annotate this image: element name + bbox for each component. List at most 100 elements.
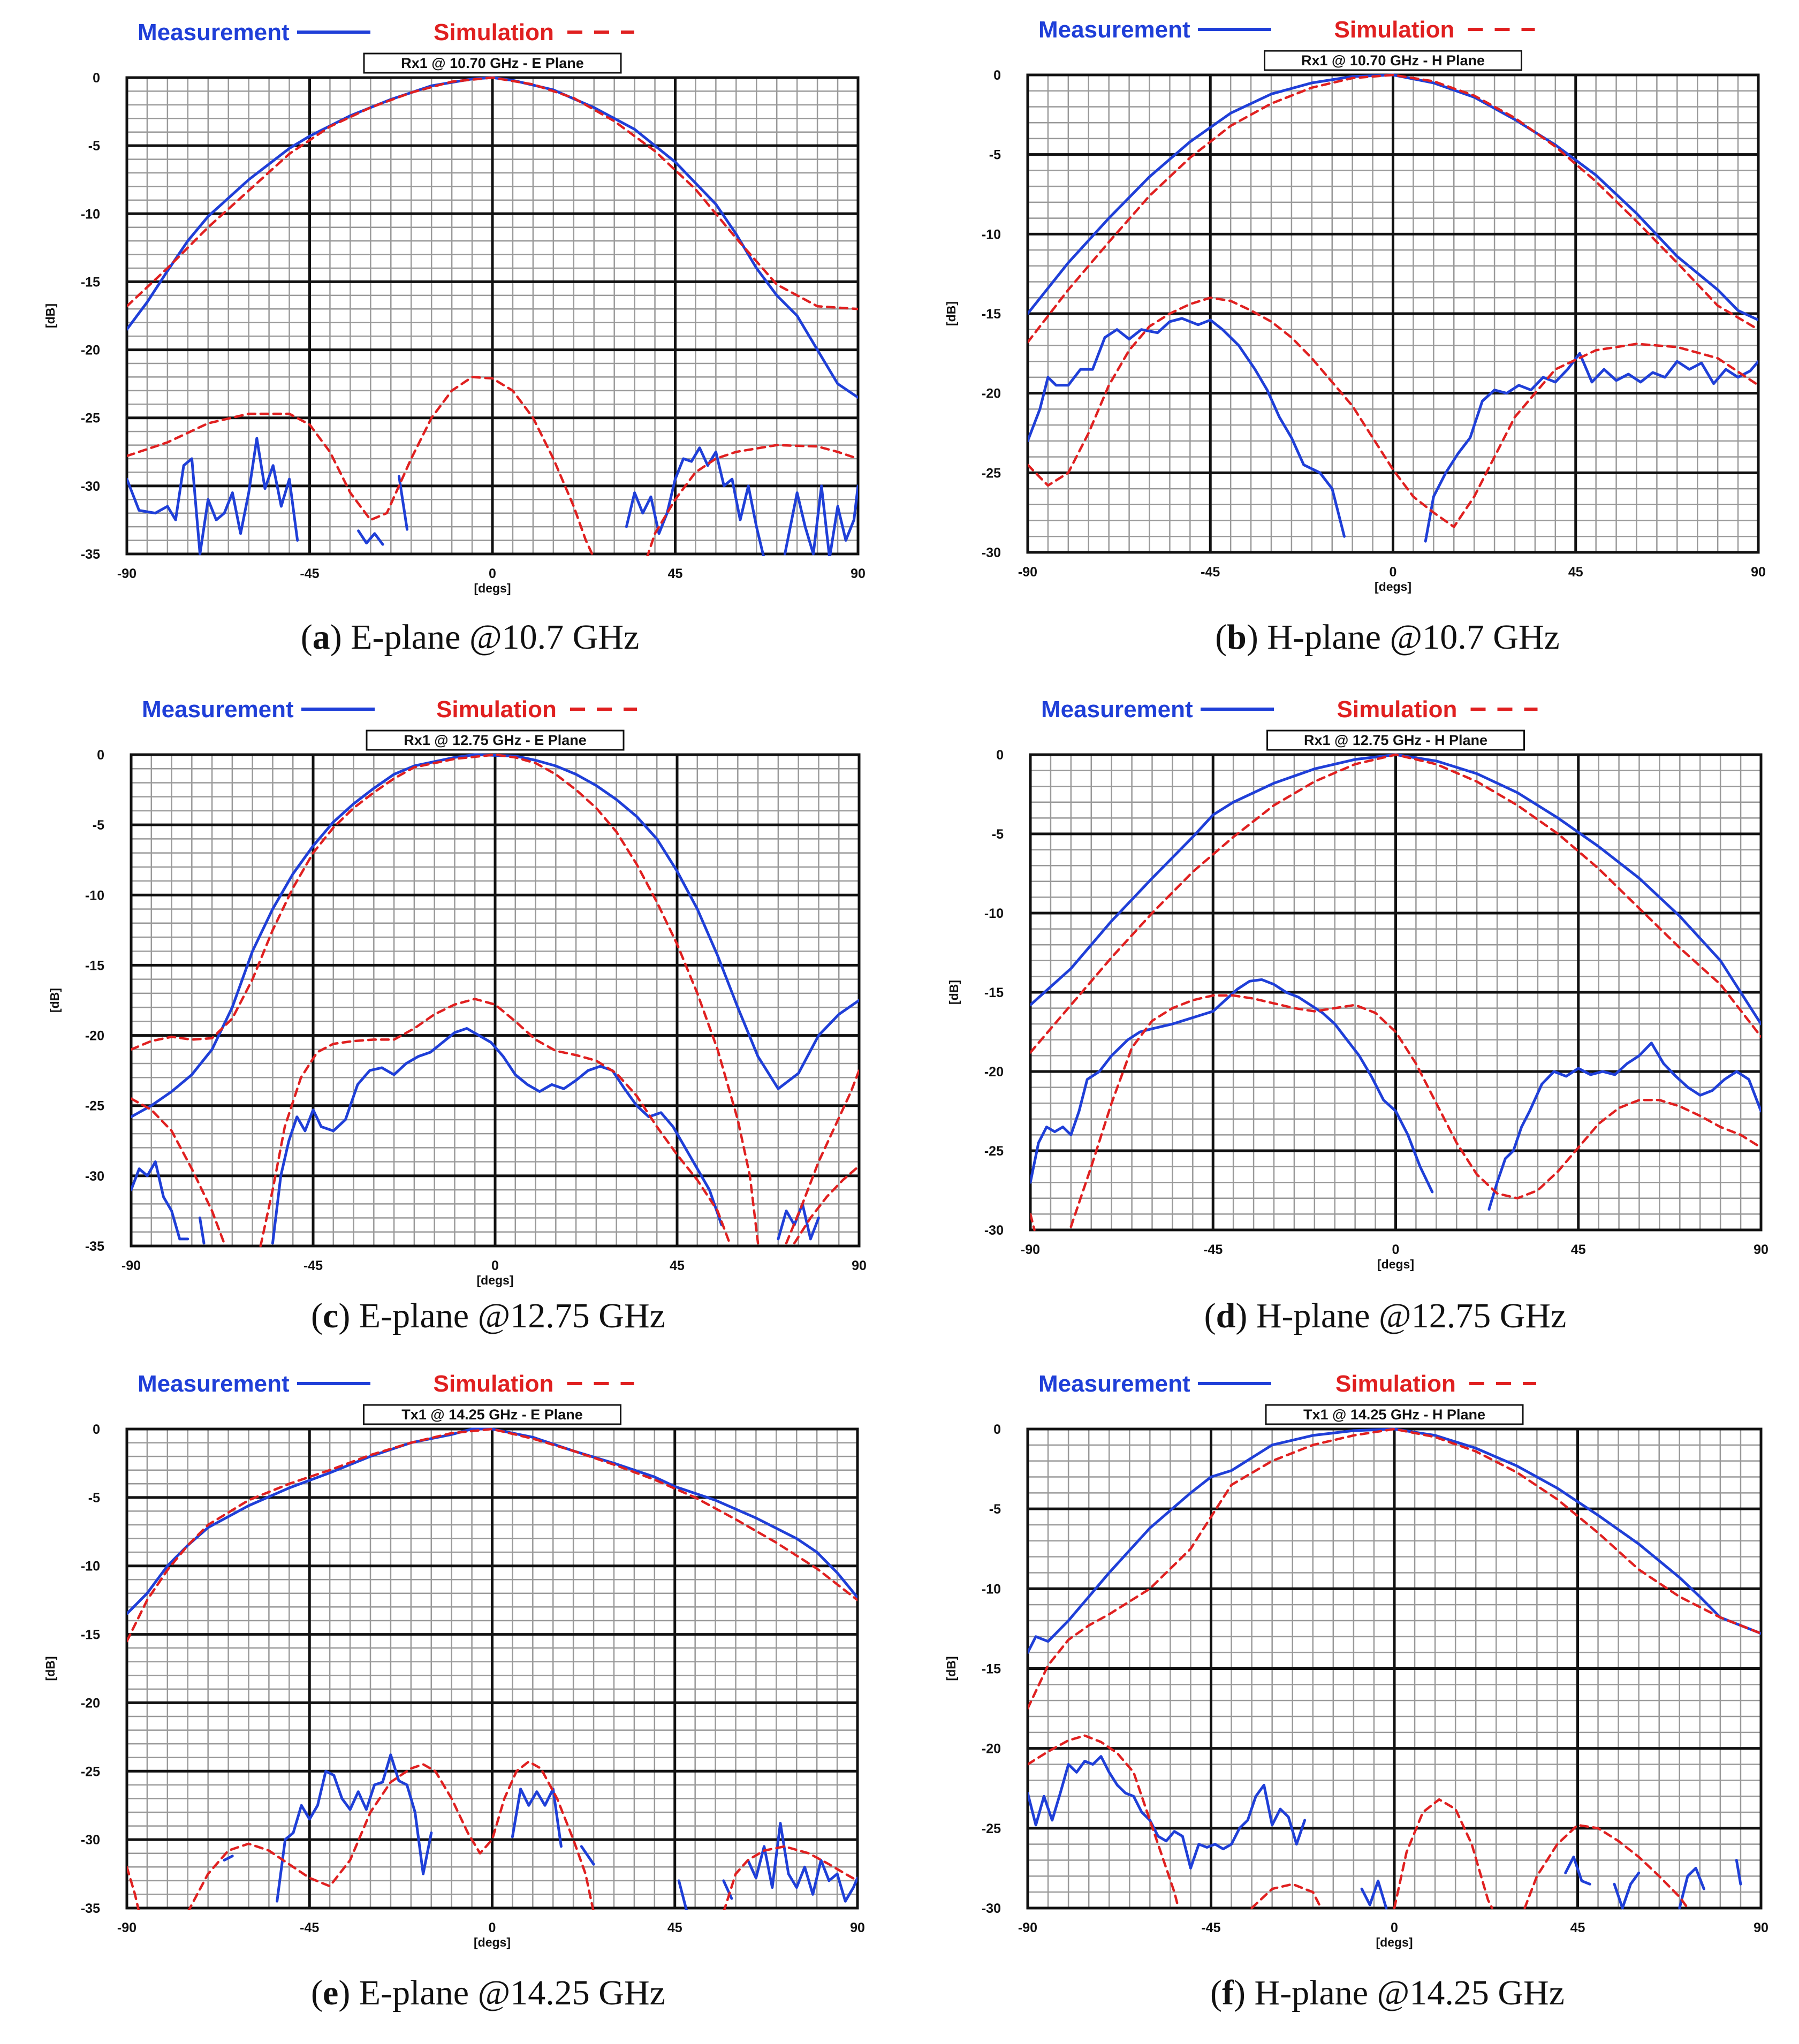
- simulation-line-segment: [1030, 753, 1761, 1054]
- series-simulation: [1028, 1427, 1761, 1910]
- legend-simulation-label: Simulation: [1334, 17, 1455, 43]
- panel-caption-letter: b: [1227, 618, 1247, 657]
- measurement-line-segment: [223, 1855, 234, 1861]
- measurement-line-segment: [1424, 352, 1758, 543]
- y-tick-label: -30: [81, 1833, 100, 1848]
- chart-panel-f: Measurement Simulation Tx1 @ 14.25 GHz - H…: [944, 1371, 1768, 2012]
- x-tick-label: 0: [1390, 565, 1397, 580]
- y-tick-label: -10: [81, 1559, 100, 1574]
- measurement-line-segment: [746, 1822, 857, 1903]
- chart-panel-e: Measurement Simulation Tx1 @ 14.25 GHz - E…: [43, 1371, 865, 2012]
- y-tick-label: -5: [989, 148, 1001, 163]
- simulation-line-segment: [1393, 1798, 1493, 1910]
- y-tick-label: -20: [984, 1065, 1004, 1080]
- x-tick-label: 45: [1570, 1920, 1585, 1935]
- panel-caption-letter: f: [1222, 1973, 1234, 2012]
- series-measurement: [131, 753, 859, 1245]
- panel-caption: (e) E-plane @14.25 GHz: [311, 1973, 665, 2012]
- y-tick-label: -15: [81, 275, 100, 290]
- chart-panel-a: Measurement Simulation Rx1 @ 10.70 GHz - E…: [43, 19, 866, 657]
- chart-title-box: [1265, 1404, 1524, 1425]
- measurement-line-segment: [198, 1217, 206, 1245]
- x-tick-label: 45: [670, 1258, 685, 1273]
- chart-grid: [1026, 1427, 1763, 1910]
- simulation-line-segment: [131, 1097, 226, 1245]
- measurement-line-segment: [1028, 317, 1346, 538]
- x-tick-label: 90: [1751, 565, 1766, 580]
- x-tick-label: -90: [117, 1920, 136, 1935]
- x-tick-label: -45: [1201, 565, 1220, 580]
- chart-title: Tx1 @ 14.25 GHz - H Plane: [1303, 1407, 1485, 1423]
- measurement-line-segment: [783, 484, 858, 556]
- chart-panel-b: Measurement Simulation Rx1 @ 10.70 GHz - H…: [944, 17, 1766, 657]
- measurement-line-segment: [271, 1027, 723, 1245]
- x-tick-label: 0: [489, 566, 496, 581]
- y-tick-label: -10: [984, 906, 1004, 921]
- y-tick-label: -5: [88, 139, 100, 154]
- simulation-line-segment: [131, 753, 760, 1245]
- y-tick-label: -20: [982, 386, 1001, 401]
- x-tick-label: 45: [1568, 565, 1583, 580]
- y-tick-label: 0: [993, 68, 1001, 83]
- simulation-line-segment: [646, 444, 858, 556]
- x-tick-label: 45: [1571, 1242, 1586, 1257]
- series-measurement: [127, 1427, 857, 1910]
- x-axis-label: [degs]: [1375, 580, 1411, 594]
- series-simulation: [1028, 73, 1758, 528]
- series-simulation: [127, 76, 858, 556]
- y-tick-label: -25: [81, 1764, 100, 1779]
- chart-legend: Measurement Simulation: [138, 1371, 634, 1397]
- measurement-line-segment: [127, 437, 299, 556]
- measurement-line-segment: [1564, 1856, 1591, 1886]
- panel-caption-letter: d: [1216, 1296, 1236, 1335]
- chart-title: Rx1 @ 12.75 GHz - H Plane: [1304, 732, 1487, 748]
- x-tick-label: -90: [117, 566, 136, 581]
- simulation-line-segment: [187, 1760, 595, 1910]
- chart-legend: Measurement Simulation: [142, 696, 637, 723]
- chart-grid: [125, 76, 860, 556]
- legend-measurement-label: Measurement: [138, 1371, 290, 1397]
- x-tick-label: 90: [851, 566, 866, 581]
- simulation-line-segment: [127, 1866, 140, 1910]
- y-tick-label: 0: [996, 748, 1004, 763]
- chart-title: Tx1 @ 14.25 GHz - E Plane: [401, 1407, 582, 1423]
- simulation-line-segment: [1028, 73, 1758, 344]
- y-tick-label: 0: [93, 71, 100, 86]
- y-axis-label: [dB]: [43, 1657, 57, 1681]
- x-tick-label: 45: [668, 566, 683, 581]
- chart-legend: Measurement Simulation: [1038, 17, 1535, 43]
- chart-grid: [1029, 753, 1763, 1232]
- panel-caption-letter: c: [323, 1296, 338, 1335]
- legend-measurement-label: Measurement: [1038, 1371, 1190, 1397]
- x-tick-label: 0: [1392, 1242, 1400, 1257]
- measurement-line-segment: [1487, 1042, 1761, 1211]
- y-tick-label: -20: [81, 343, 100, 358]
- simulation-line-segment: [1069, 994, 1761, 1228]
- y-axis-label: [dB]: [944, 301, 958, 326]
- measurement-line-segment: [1028, 1427, 1761, 1654]
- chart-title: Rx1 @ 10.70 GHz - H Plane: [1301, 52, 1485, 69]
- x-tick-label: 90: [1754, 1242, 1768, 1257]
- chart-legend: Measurement Simulation: [1038, 1371, 1536, 1397]
- simulation-line-segment: [793, 1165, 859, 1245]
- x-tick-label: -45: [300, 566, 319, 581]
- y-tick-label: -5: [93, 818, 104, 833]
- x-axis-label: [degs]: [474, 581, 511, 595]
- x-tick-label: -90: [1018, 1920, 1037, 1935]
- x-axis-label: [degs]: [477, 1273, 514, 1287]
- x-tick-label: -45: [300, 1920, 319, 1935]
- measurement-line-segment: [1360, 1879, 1388, 1910]
- legend-simulation-label: Simulation: [1337, 696, 1458, 723]
- simulation-line-segment: [785, 1069, 859, 1245]
- simulation-line-segment: [259, 998, 731, 1248]
- y-tick-label: -25: [81, 411, 100, 426]
- measurement-line-segment: [398, 475, 409, 531]
- legend-measurement-label: Measurement: [142, 696, 294, 723]
- measurement-line-segment: [1613, 1871, 1641, 1910]
- measurement-line-segment: [276, 1753, 433, 1903]
- y-tick-label: -35: [85, 1239, 104, 1254]
- y-tick-label: -15: [982, 1662, 1001, 1677]
- simulation-line-segment: [127, 376, 595, 556]
- legend-measurement-label: Measurement: [1038, 17, 1190, 43]
